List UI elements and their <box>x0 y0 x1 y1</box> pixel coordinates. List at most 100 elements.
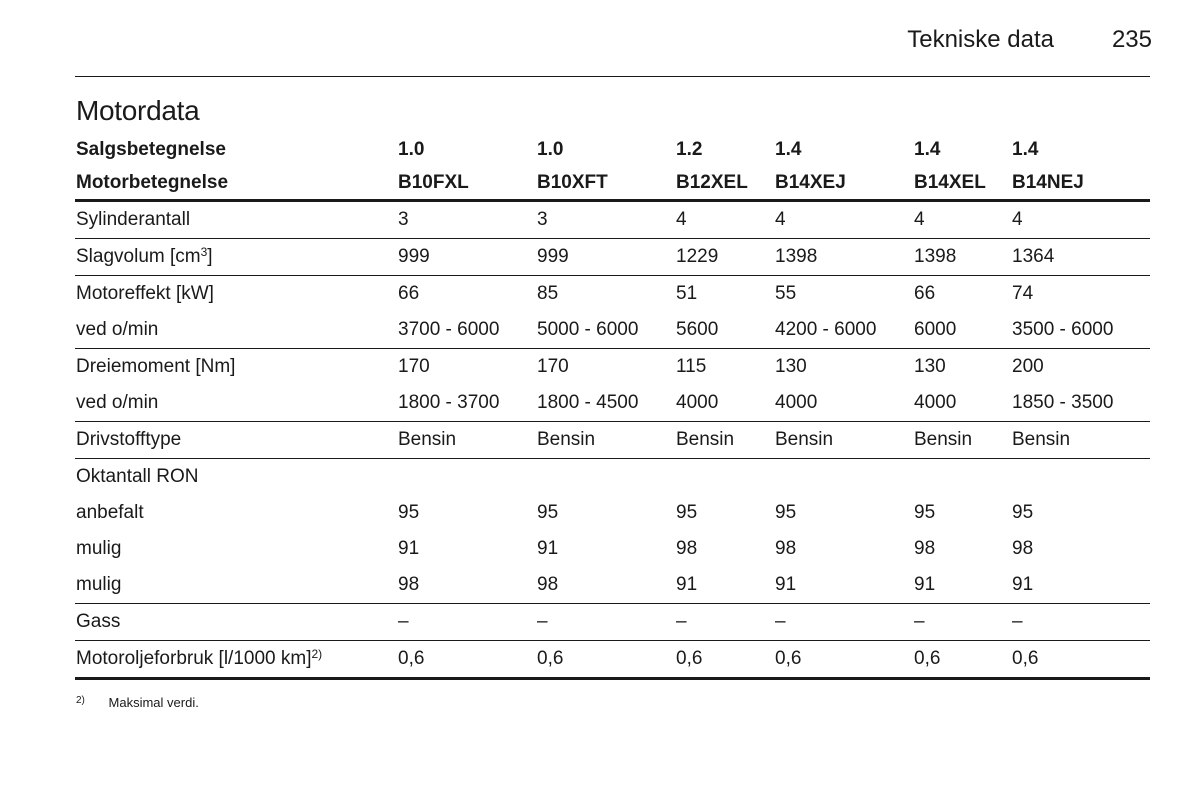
header-row-sales-designation: Salgsbetegnelse 1.0 1.0 1.2 1.4 1.4 1.4 <box>75 133 1150 166</box>
table-cell: 3700 - 6000 <box>398 319 500 340</box>
table-row: mulig 98 98 91 91 91 91 <box>75 567 1150 604</box>
table-cell: 130 <box>774 348 913 385</box>
table-row: Dreiemoment [Nm] 170 170 115 130 130 200 <box>75 348 1150 385</box>
table-cell: 91 <box>914 574 936 595</box>
table-cell: 98 <box>914 538 936 559</box>
table-cell: 4 <box>676 209 687 230</box>
table-cell: 98 <box>398 574 420 595</box>
table-cell: 0,6 <box>536 640 675 680</box>
table-cell: 999 <box>536 238 675 276</box>
header-cell: B12XEL <box>675 166 774 202</box>
table-cell: – <box>913 603 1011 641</box>
table-cell: 0,6 <box>1011 640 1150 680</box>
table-cell: 4 <box>914 209 925 230</box>
row-label: ved o/min <box>76 392 159 413</box>
footnote: 2) Maksimal verdi. <box>76 695 199 710</box>
row-label: Slagvolum [cm3] <box>75 238 397 276</box>
table-cell: 1398 <box>913 238 1011 276</box>
table-cell: 95 <box>914 502 936 523</box>
header-cell: B14NEJ <box>1011 166 1150 202</box>
table-cell: 5000 - 6000 <box>537 319 639 340</box>
table-cell: 4 <box>1012 209 1023 230</box>
table-cell: 95 <box>1012 502 1034 523</box>
table-cell: 3 <box>398 209 409 230</box>
header-cell: 1.2 <box>676 138 703 160</box>
row-label: Motoroljeforbruk [l/1000 km]2) <box>75 640 397 680</box>
table-cell: 66 <box>913 275 1011 312</box>
table-cell: 0,6 <box>774 640 913 680</box>
row-label: Sylinderantall <box>76 209 191 230</box>
table-cell: 200 <box>1011 348 1150 385</box>
table-cell: 91 <box>537 538 559 559</box>
header-cell: B14XEJ <box>774 166 913 202</box>
table-cell: – <box>1011 603 1150 641</box>
table-cell: – <box>397 603 536 641</box>
table-cell: 95 <box>537 502 559 523</box>
superscript: 3 <box>200 245 208 259</box>
header-cell: B10FXL <box>397 166 536 202</box>
table-cell: Bensin <box>397 421 536 459</box>
table-cell: 91 <box>1012 574 1034 595</box>
table-cell: 4000 <box>676 392 719 413</box>
table-cell: 91 <box>676 574 698 595</box>
table-cell: Bensin <box>536 421 675 459</box>
table-row: Sylinderantall 3 3 4 4 4 4 <box>75 201 1150 239</box>
row-label: ved o/min <box>76 319 159 340</box>
table-cell: Bensin <box>675 421 774 459</box>
table-cell: 1850 - 3500 <box>1012 392 1114 413</box>
table-cell: 3500 - 6000 <box>1012 319 1114 340</box>
footnote-text: Maksimal verdi. <box>108 695 199 710</box>
header-divider <box>75 76 1150 77</box>
table-cell: 95 <box>676 502 698 523</box>
table-cell: 98 <box>676 538 698 559</box>
table-row: Drivstofftype Bensin Bensin Bensin Bensi… <box>75 421 1150 459</box>
row-label: Dreiemoment [Nm] <box>75 348 397 385</box>
table-cell <box>774 458 913 495</box>
header-cell: B14XEL <box>913 166 1011 202</box>
table-cell: 1364 <box>1011 238 1150 276</box>
table-cell <box>536 458 675 495</box>
table-cell: 51 <box>675 275 774 312</box>
table-cell: 4000 <box>775 392 818 413</box>
header-cell: 1.4 <box>1012 138 1039 160</box>
table-cell: Bensin <box>913 421 1011 459</box>
table-row: Gass – – – – – – <box>75 603 1150 641</box>
page-number: 235 <box>1111 26 1152 53</box>
table-cell: 4 <box>775 209 786 230</box>
table-cell: 5600 <box>676 319 719 340</box>
row-label: Drivstofftype <box>75 421 397 459</box>
table-cell: 91 <box>775 574 797 595</box>
row-label: mulig <box>76 574 122 595</box>
table-cell: Bensin <box>774 421 913 459</box>
table-cell: 98 <box>1012 538 1034 559</box>
table-cell: 1229 <box>675 238 774 276</box>
table-row: Motoreffekt [kW] 66 85 51 55 66 74 <box>75 275 1150 312</box>
table-row: Slagvolum [cm3] 999 999 1229 1398 1398 1… <box>75 238 1150 276</box>
table-cell: 0,6 <box>913 640 1011 680</box>
table-cell: 98 <box>537 574 559 595</box>
table-cell: 1800 - 3700 <box>398 392 500 413</box>
header-cell: 1.0 <box>537 138 564 160</box>
header-label: Salgsbetegnelse <box>76 138 226 160</box>
page-header: Tekniske data 235 <box>0 24 1200 60</box>
table-cell: 130 <box>913 348 1011 385</box>
header-cell: B10XFT <box>536 166 675 202</box>
section-title: Motordata <box>76 95 200 126</box>
table-cell: Bensin <box>1011 421 1150 459</box>
row-label: Motoreffekt [kW] <box>75 275 397 312</box>
table-cell: 170 <box>536 348 675 385</box>
table-row: Motoroljeforbruk [l/1000 km]2) 0,6 0,6 0… <box>75 640 1150 680</box>
header-row-engine-code: Motorbetegnelse B10FXL B10XFT B12XEL B14… <box>75 166 1150 202</box>
table-cell <box>397 458 536 495</box>
table-cell: 1398 <box>774 238 913 276</box>
table-cell <box>913 458 1011 495</box>
table-cell <box>1011 458 1150 495</box>
table-cell: 4000 <box>914 392 957 413</box>
table-cell: – <box>536 603 675 641</box>
table-cell: 66 <box>397 275 536 312</box>
table-cell: 3 <box>537 209 548 230</box>
table-cell: 115 <box>675 348 774 385</box>
table-row: ved o/min 1800 - 3700 1800 - 4500 4000 4… <box>75 385 1150 422</box>
table-cell: 95 <box>775 502 797 523</box>
table-cell: 4200 - 6000 <box>775 319 877 340</box>
